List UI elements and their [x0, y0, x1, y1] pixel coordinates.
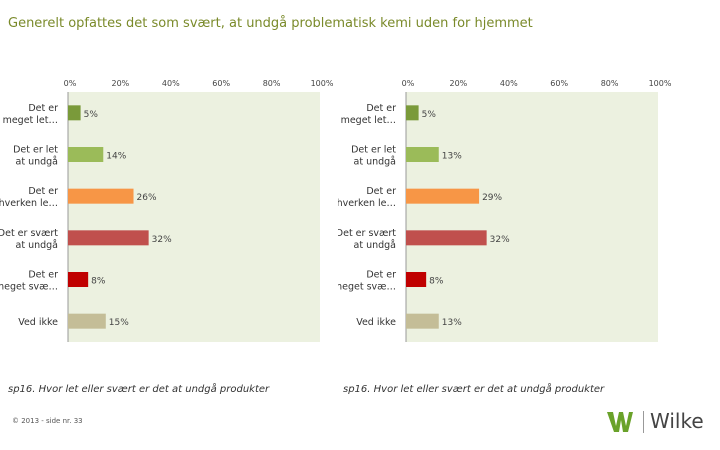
data-label: 32%: [490, 235, 510, 245]
bar-chart-svg: 0% 20% 40% 60% 80% 100% 5% Det er meget let… 14% D…: [0, 79, 334, 342]
data-label: 29%: [482, 193, 502, 203]
bar: [68, 105, 81, 121]
question-text-left: sp16. Hvor let eller svært er det at und…: [8, 384, 270, 395]
bar: [406, 188, 480, 204]
x-tick-label: 20%: [450, 79, 468, 88]
category-label: Det er meget svæ…: [338, 270, 396, 293]
logo-text: Wilke: [650, 409, 704, 433]
plot-area: [68, 92, 320, 342]
data-label: 15%: [109, 318, 129, 328]
category-label: Det er meget svæ…: [0, 270, 58, 293]
x-tick-label: 60%: [212, 79, 230, 88]
bar-chart-svg: 0% 20% 40% 60% 80% 100% 5% Det er meget let… 13% D…: [338, 79, 672, 342]
data-label: 32%: [152, 235, 172, 245]
bar: [68, 272, 89, 287]
x-tick-label: 60%: [550, 79, 568, 88]
chart-right: 0% 20% 40% 60% 80% 100% 5% Det er meget let… 13% D…: [338, 70, 676, 346]
category-label: Det er hverken le…: [0, 186, 58, 209]
wilke-logo: Wilke: [607, 408, 717, 436]
bar: [68, 147, 104, 162]
data-label: 8%: [91, 277, 106, 287]
category-label: Det er svært at undgå: [338, 228, 396, 251]
category-label: Det er hverken le…: [338, 186, 396, 209]
category-label: Ved ikke: [18, 317, 58, 328]
footer-page-number: © 2013 - side nr. 33: [12, 417, 83, 425]
category-label: Det er svært at undgå: [0, 228, 58, 251]
data-label: 8%: [429, 277, 444, 287]
plot-area: [406, 92, 658, 342]
x-tick-label: 0%: [64, 79, 77, 88]
data-label: 13%: [442, 152, 462, 162]
data-label: 26%: [137, 193, 157, 203]
category-label: Det er meget let…: [3, 103, 59, 126]
x-tick-label: 40%: [162, 79, 180, 88]
bar: [406, 313, 439, 329]
x-tick-label: 40%: [500, 79, 518, 88]
x-tick-label: 100%: [649, 79, 672, 88]
bar: [406, 230, 487, 246]
logo-divider: [643, 411, 644, 433]
bar: [68, 230, 149, 246]
data-label: 5%: [422, 110, 437, 120]
data-label: 5%: [84, 110, 99, 120]
x-tick-label: 100%: [311, 79, 334, 88]
x-tick-label: 20%: [112, 79, 130, 88]
category-label: Ved ikke: [356, 317, 396, 328]
wilke-w-icon: [607, 412, 633, 432]
category-label: Det er let at undgå: [351, 145, 396, 168]
data-label: 13%: [442, 318, 462, 328]
page-title: Generelt opfattes det som svært, at undg…: [8, 16, 533, 31]
x-tick-label: 80%: [601, 79, 619, 88]
question-text-right: sp16. Hvor let eller svært er det at und…: [343, 384, 605, 395]
bar: [406, 105, 419, 121]
bar: [68, 313, 106, 329]
bar: [68, 188, 134, 204]
category-label: Det er meget let…: [341, 103, 397, 126]
x-tick-label: 80%: [263, 79, 281, 88]
bar: [406, 272, 427, 287]
chart-left: 0% 20% 40% 60% 80% 100% 5% Det er meget let… 14% D…: [0, 70, 338, 346]
x-tick-label: 0%: [402, 79, 415, 88]
bar: [406, 147, 439, 162]
data-label: 14%: [106, 152, 126, 162]
category-label: Det er let at undgå: [13, 145, 58, 168]
